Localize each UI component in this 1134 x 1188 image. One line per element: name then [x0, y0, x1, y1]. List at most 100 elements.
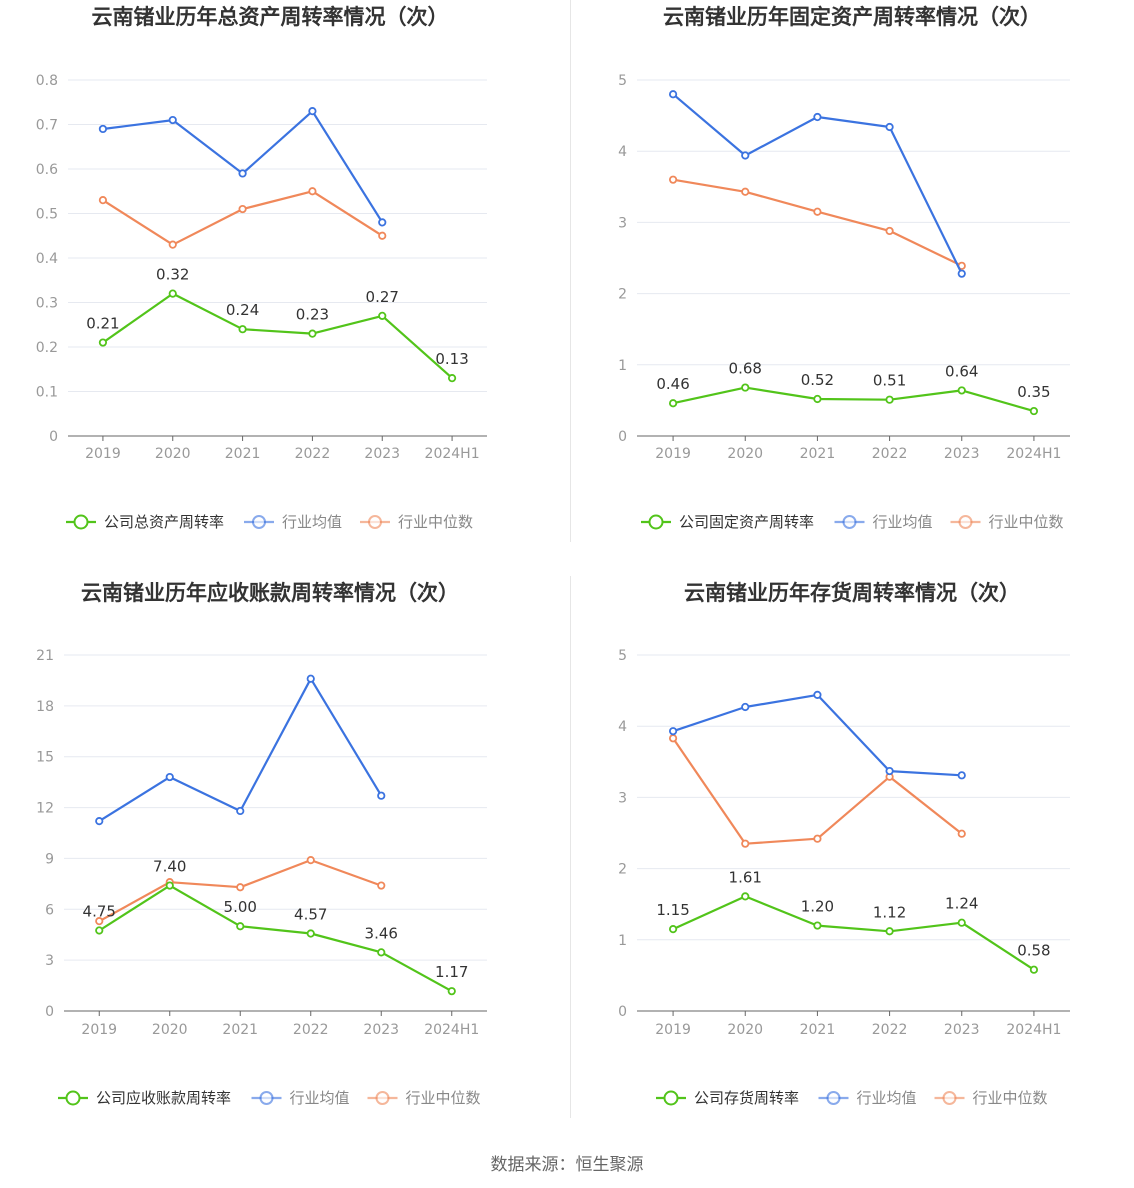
series-line-industry-avg: [672, 93, 963, 275]
data-point-industry-avg: [168, 115, 177, 125]
data-point-industry-avg: [957, 771, 966, 780]
data-point-industry-avg: [885, 766, 894, 776]
y-tick-label: 4: [618, 719, 627, 735]
legend-marker: [65, 1090, 81, 1106]
data-label: 7.40: [153, 858, 186, 876]
legend-item-industry-avg[interactable]: 行业均值: [251, 1089, 350, 1107]
legend-item-company[interactable]: 公司固定资产周转率: [641, 513, 814, 531]
data-point-company: [95, 926, 104, 935]
legend-item-company[interactable]: 公司总资产周转率: [66, 513, 224, 531]
chart-title: 云南锗业历年总资产周转率情况（次）: [92, 5, 449, 29]
y-tick-label: 0: [45, 1004, 54, 1020]
data-point-industry-avg: [95, 817, 104, 826]
data-point-company: [377, 948, 386, 957]
data-point-industry-median: [668, 175, 678, 184]
legend-item-company[interactable]: 公司应收账款周转率: [58, 1089, 231, 1107]
data-label: 0.23: [296, 306, 329, 324]
data-point-company: [741, 892, 750, 901]
legend-item-industry-median[interactable]: 行业中位数: [360, 513, 473, 531]
series-line-company: [672, 386, 1035, 413]
data-point-industry-avg: [668, 727, 678, 736]
chart-panel-3: 云南锗业历年应收账款周转率情况（次） 0 3 6 9 12 15 18 21 2019 2020 20…: [36, 581, 487, 1107]
y-tick-label: 12: [36, 801, 54, 817]
x-tick-label: 2023: [363, 1022, 399, 1038]
data-point-industry-avg: [668, 90, 678, 99]
data-point-industry-avg: [98, 124, 108, 134]
x-tick-label: 2020: [152, 1022, 188, 1038]
data-point-industry-median: [885, 226, 894, 236]
legend-item-industry-median[interactable]: 行业中位数: [934, 1089, 1048, 1107]
data-point-company: [885, 927, 894, 936]
y-tick-label: 0.1: [36, 385, 58, 401]
data-label: 5.00: [224, 898, 257, 916]
data-point-company: [378, 311, 387, 320]
panel-divider-top: [570, 0, 571, 542]
legend-item-industry-avg[interactable]: 行业均值: [818, 1089, 917, 1107]
x-tick-label: 2022: [872, 1022, 908, 1038]
data-label: 3.46: [365, 924, 398, 942]
legend-marker: [252, 515, 266, 529]
data-label: 1.24: [945, 895, 978, 913]
legend-item-company[interactable]: 公司存货周转率: [656, 1089, 799, 1107]
data-point-industry-median: [378, 231, 387, 240]
x-tick-label: 2023: [364, 446, 400, 462]
data-point-industry-avg: [377, 791, 386, 800]
y-tick-label: 3: [618, 790, 627, 806]
data-point-industry-median: [741, 187, 750, 196]
data-point-industry-avg: [378, 218, 387, 227]
series-line-industry-median: [102, 190, 383, 246]
data-point-company: [668, 925, 678, 934]
data-label: 0.68: [729, 360, 762, 378]
x-tick-label: 2020: [727, 446, 763, 462]
legend-marker: [958, 515, 973, 529]
data-label: 0.51: [873, 372, 906, 390]
data-point-company: [447, 987, 456, 996]
data-label: 1.61: [729, 868, 762, 886]
x-tick-label: 2019: [655, 1022, 691, 1038]
data-point-company: [236, 922, 245, 931]
x-tick-label: 2021: [800, 446, 836, 462]
data-point-company: [668, 399, 678, 408]
data-point-industry-median: [377, 881, 386, 890]
y-tick-label: 0.3: [36, 296, 58, 312]
chart-title: 云南锗业历年应收账款周转率情况（次）: [81, 581, 459, 605]
data-label: 4.57: [294, 906, 327, 924]
y-tick-label: 6: [45, 902, 54, 918]
legend-item-industry-avg[interactable]: 行业均值: [244, 513, 342, 531]
data-point-industry-avg: [306, 674, 315, 683]
y-tick-label: 3: [45, 953, 54, 969]
chart-title: 云南锗业历年固定资产周转率情况（次）: [663, 5, 1041, 29]
legend-marker: [826, 1091, 841, 1105]
data-point-company: [306, 929, 315, 938]
legend-marker: [375, 1091, 390, 1105]
data-label: 0.13: [435, 350, 468, 368]
legend-item-industry-avg[interactable]: 行业均值: [834, 513, 933, 531]
data-point-company: [1029, 406, 1039, 416]
data-point-industry-median: [168, 240, 177, 249]
data-point-industry-median: [813, 207, 822, 216]
y-tick-label: 0.2: [36, 340, 58, 356]
data-point-industry-median: [308, 187, 317, 196]
legend-label: 行业中位数: [973, 1089, 1048, 1107]
data-point-industry-median: [98, 196, 108, 205]
legend-label: 行业中位数: [989, 513, 1064, 531]
data-point-industry-median: [813, 834, 822, 843]
data-point-industry-median: [957, 829, 966, 838]
legend-item-industry-median[interactable]: 行业中位数: [367, 1089, 481, 1107]
data-point-industry-median: [306, 856, 315, 865]
x-tick-label: 2024H1: [425, 446, 480, 462]
legend-label: 行业均值: [290, 1089, 350, 1107]
legend-marker: [942, 1091, 957, 1105]
data-point-industry-avg: [885, 122, 894, 132]
y-tick-label: 4: [618, 144, 627, 160]
data-label: 0.24: [226, 301, 259, 319]
data-point-company: [741, 383, 750, 392]
legend-item-industry-median[interactable]: 行业中位数: [950, 513, 1064, 531]
legend-marker: [73, 514, 89, 530]
data-point-company: [885, 395, 894, 404]
x-tick-label: 2021: [225, 446, 261, 462]
legend-label: 公司应收账款周转率: [96, 1089, 231, 1107]
data-point-company: [957, 918, 966, 927]
x-tick-label: 2019: [85, 446, 121, 462]
y-tick-label: 18: [36, 699, 54, 715]
